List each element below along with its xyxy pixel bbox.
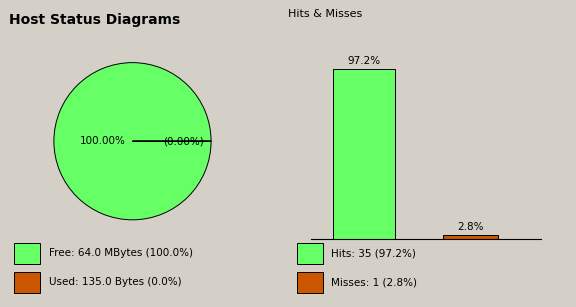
Text: Hits: 35 (97.2%): Hits: 35 (97.2%) xyxy=(331,248,416,258)
Text: Used: 135.0 Bytes (0.0%): Used: 135.0 Bytes (0.0%) xyxy=(49,278,181,287)
Text: Misses: 1 (2.8%): Misses: 1 (2.8%) xyxy=(331,278,417,287)
Text: Free: 64.0 MBytes (100.0%): Free: 64.0 MBytes (100.0%) xyxy=(49,248,193,258)
Text: 97.2%: 97.2% xyxy=(348,56,381,66)
Text: 2.8%: 2.8% xyxy=(457,222,484,232)
Text: 100.00%: 100.00% xyxy=(79,136,126,146)
Text: Host Status Diagrams: Host Status Diagrams xyxy=(9,13,180,27)
Wedge shape xyxy=(54,63,211,220)
Text: (0.00%): (0.00%) xyxy=(163,136,204,146)
Bar xyxy=(333,69,395,239)
Bar xyxy=(442,235,498,239)
Text: Hits & Misses: Hits & Misses xyxy=(288,10,362,19)
